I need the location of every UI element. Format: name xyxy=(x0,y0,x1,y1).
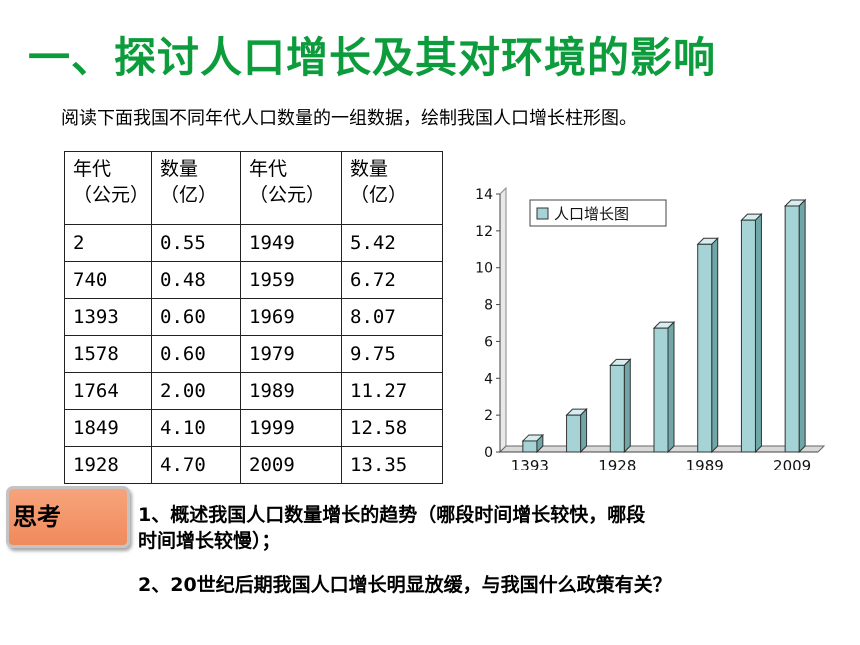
table-cell: 740 xyxy=(64,261,152,299)
table-cell: 8.07 xyxy=(341,298,443,336)
table-row: 1849 4.10 1999 12.58 xyxy=(64,409,443,447)
table-cell: 1849 xyxy=(64,409,152,447)
table-cell: 0.60 xyxy=(151,298,241,336)
table-cell: 0.55 xyxy=(151,224,241,262)
page-title: 一、探讨人口增长及其对环境的影响 xyxy=(28,33,717,82)
y-tick-label: 14 xyxy=(475,187,493,203)
bar xyxy=(566,414,582,453)
table-cell: 12.58 xyxy=(341,409,443,447)
think-label: 思考 xyxy=(13,503,61,531)
table-cell: 4.10 xyxy=(151,409,241,447)
table-cell: 1949 xyxy=(240,224,342,262)
table-cell: 1979 xyxy=(240,335,342,373)
think-button[interactable]: 思考 xyxy=(6,486,130,548)
table-cell: 9.75 xyxy=(341,335,443,373)
table-cell: 1928 xyxy=(64,446,152,484)
table-row: 740 0.48 1959 6.72 xyxy=(64,261,443,299)
table-cell: 1999 xyxy=(240,409,342,447)
header-cell: 数量 （亿） xyxy=(151,151,241,225)
table-cell: 1969 xyxy=(240,298,342,336)
y-tick-label: 10 xyxy=(475,261,493,277)
y-tick-label: 6 xyxy=(484,334,493,350)
table-cell: 0.48 xyxy=(151,261,241,299)
y-tick-label: 4 xyxy=(484,371,493,387)
bar-side xyxy=(754,212,762,454)
question-1-line-2: 时间增长较慢）； xyxy=(138,530,281,552)
bar xyxy=(740,219,756,453)
legend-label: 人口增长图 xyxy=(554,205,629,223)
bar-side xyxy=(580,407,588,454)
table-cell: 2.00 xyxy=(151,372,241,410)
population-table: 年代 （公元） 数量 （亿） 年代 （公元） 数量 （亿） 2 0.55 1949 5.42 7… xyxy=(64,151,443,484)
legend-box xyxy=(529,199,667,227)
table-cell: 1959 xyxy=(240,261,342,299)
x-tick-label: 2009 xyxy=(773,457,811,470)
table-cell: 2009 xyxy=(240,446,342,484)
y-tick-label: 2 xyxy=(484,408,493,424)
y-tick-label: 0 xyxy=(484,445,493,461)
table-row: 1928 4.70 2009 13.35 xyxy=(64,446,443,484)
bar-side xyxy=(798,198,806,454)
table-row: 1393 0.60 1969 8.07 xyxy=(64,298,443,336)
bar xyxy=(522,440,538,453)
table-cell: 1393 xyxy=(64,298,152,336)
table-cell: 4.70 xyxy=(151,446,241,484)
bar-side xyxy=(667,320,675,454)
x-tick-label: 1989 xyxy=(686,457,724,470)
x-tick-label: 1928 xyxy=(598,457,636,470)
table-cell: 0.60 xyxy=(151,335,241,373)
bar xyxy=(697,243,713,453)
bar xyxy=(784,205,800,453)
bar xyxy=(609,364,625,453)
header-cell: 年代 （公元） xyxy=(240,151,342,225)
table-cell: 2 xyxy=(64,224,152,262)
legend-swatch xyxy=(536,207,549,220)
chart-side-wall xyxy=(499,186,507,454)
table-row: 1764 2.00 1989 11.27 xyxy=(64,372,443,410)
question-1-line-1: 1、概述我国人口数量增长的趋势（哪段时间增长较快，哪段 xyxy=(138,504,646,526)
intro-text: 阅读下面我国不同年代人口数量的一组数据，绘制我国人口增长柱形图。 xyxy=(61,108,637,129)
question-2: 2、20世纪后期我国人口增长明显放缓，与我国什么政策有关？ xyxy=(138,574,672,596)
bar-side xyxy=(623,358,631,454)
table-cell: 1578 xyxy=(64,335,152,373)
table-cell: 13.35 xyxy=(341,446,443,484)
table-row: 2 0.55 1949 5.42 xyxy=(64,224,443,262)
y-tick-label: 8 xyxy=(484,298,493,314)
header-cell: 年代 （公元） xyxy=(64,151,152,225)
table-cell: 1764 xyxy=(64,372,152,410)
table-cell: 6.72 xyxy=(341,261,443,299)
table-header-row: 年代 （公元） 数量 （亿） 年代 （公元） 数量 （亿） xyxy=(64,151,443,225)
x-tick-label: 1393 xyxy=(511,457,549,470)
population-bar-chart: 0 2 4 6 8 10 12 14 1393 1928 1989 2009 人口增长图 xyxy=(475,186,826,470)
bar-side xyxy=(711,237,719,454)
bar xyxy=(653,327,669,453)
header-cell: 数量 （亿） xyxy=(341,151,443,225)
table-cell: 11.27 xyxy=(341,372,443,410)
table-row: 1578 0.60 1979 9.75 xyxy=(64,335,443,373)
y-tick-label: 12 xyxy=(475,224,493,240)
table-cell: 1989 xyxy=(240,372,342,410)
table-cell: 5.42 xyxy=(341,224,443,262)
